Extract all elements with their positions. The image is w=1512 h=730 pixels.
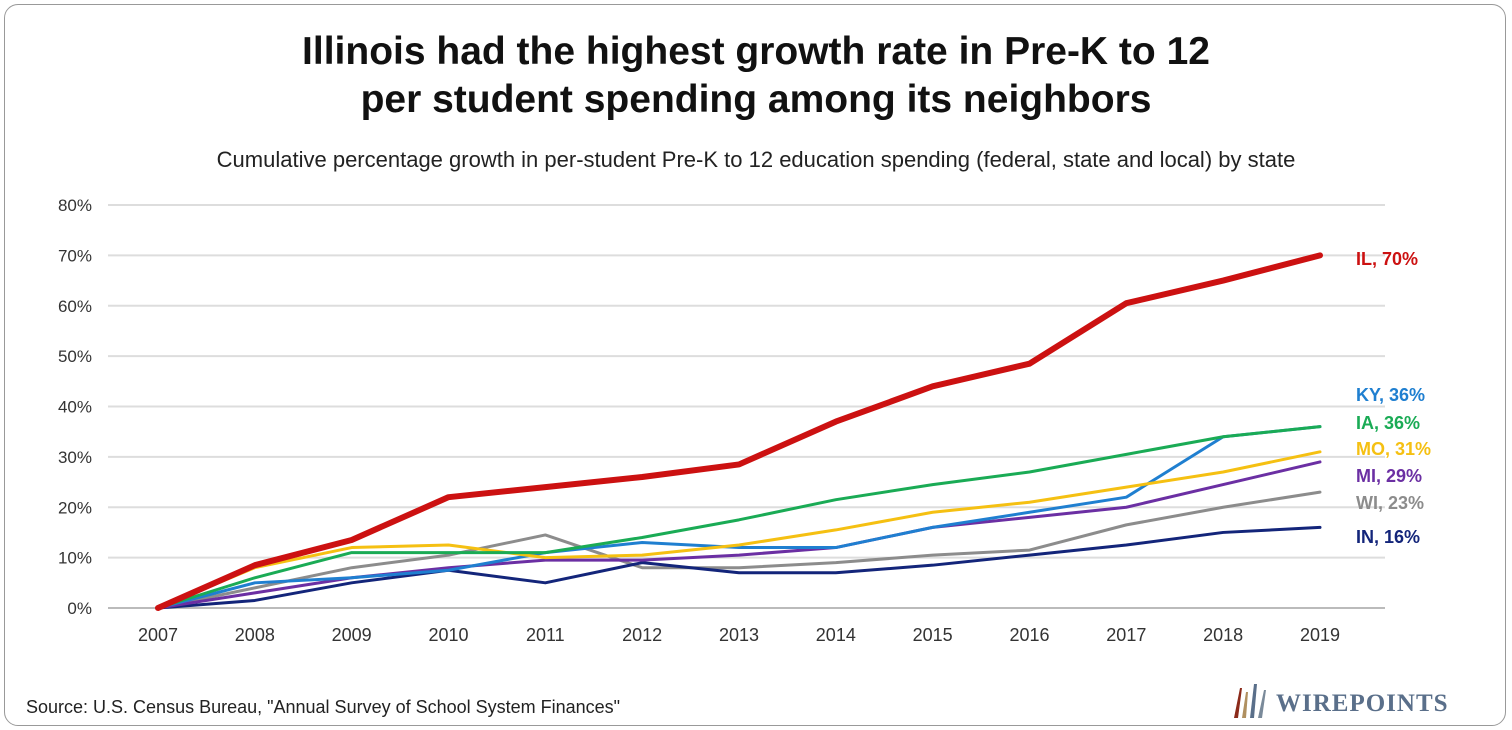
chart-title: Illinois had the highest growth rate in … — [0, 28, 1512, 124]
x-tick-label: 2016 — [1009, 625, 1049, 645]
logo-text: WIREPOINTS — [1276, 690, 1449, 717]
series-line-mo — [156, 450, 1322, 610]
y-tick-label: 10% — [58, 549, 92, 568]
series-label-in: IN, 16% — [1356, 527, 1420, 547]
series-label-il: IL, 70% — [1356, 249, 1418, 269]
x-tick-label: 2008 — [235, 625, 275, 645]
chart-subtitle: Cumulative percentage growth in per-stud… — [216, 147, 1296, 172]
logo-mark-icon — [1234, 684, 1266, 718]
x-tick-label: 2010 — [428, 625, 468, 645]
x-tick-label: 2014 — [816, 625, 856, 645]
x-tick-label: 2017 — [1106, 625, 1146, 645]
y-tick-label: 80% — [58, 196, 92, 215]
y-tick-label: 40% — [58, 398, 92, 417]
y-tick-label: 60% — [58, 297, 92, 316]
x-tick-label: 2011 — [526, 625, 565, 645]
x-tick-label: 2013 — [719, 625, 759, 645]
x-tick-label: 2009 — [332, 625, 372, 645]
series-label-mi: MI, 29% — [1356, 466, 1422, 486]
series-label-mo: MO, 31% — [1356, 439, 1431, 459]
series-label-ia: IA, 36% — [1356, 413, 1420, 433]
y-tick-label: 50% — [58, 347, 92, 366]
source-note: Source: U.S. Census Bureau, "Annual Surv… — [26, 697, 621, 717]
series-label-ky: KY, 36% — [1356, 385, 1425, 405]
x-tick-label: 2015 — [913, 625, 953, 645]
x-tick-label: 2012 — [622, 625, 662, 645]
series-line-ia — [156, 425, 1322, 610]
chart-title-line-2: per student spending among its neighbors — [360, 78, 1152, 121]
series-label-wi: WI, 23% — [1356, 493, 1424, 513]
y-tick-label: 0% — [67, 599, 92, 618]
x-tick-label: 2019 — [1300, 625, 1340, 645]
y-tick-label: 70% — [58, 246, 92, 265]
chart-title-line-1: Illinois had the highest growth rate in … — [302, 30, 1210, 73]
y-tick-label: 30% — [58, 448, 92, 467]
x-tick-label: 2007 — [138, 625, 178, 645]
y-tick-label: 20% — [58, 498, 92, 517]
series-line-wi — [156, 490, 1322, 610]
wirepoints-logo: WIREPOINTS — [1232, 682, 1449, 718]
x-tick-label: 2018 — [1203, 625, 1243, 645]
series-line-in — [156, 525, 1322, 610]
series-line-ky — [156, 425, 1322, 610]
chart-frame — [4, 4, 1506, 726]
series-line-il — [155, 252, 1323, 611]
